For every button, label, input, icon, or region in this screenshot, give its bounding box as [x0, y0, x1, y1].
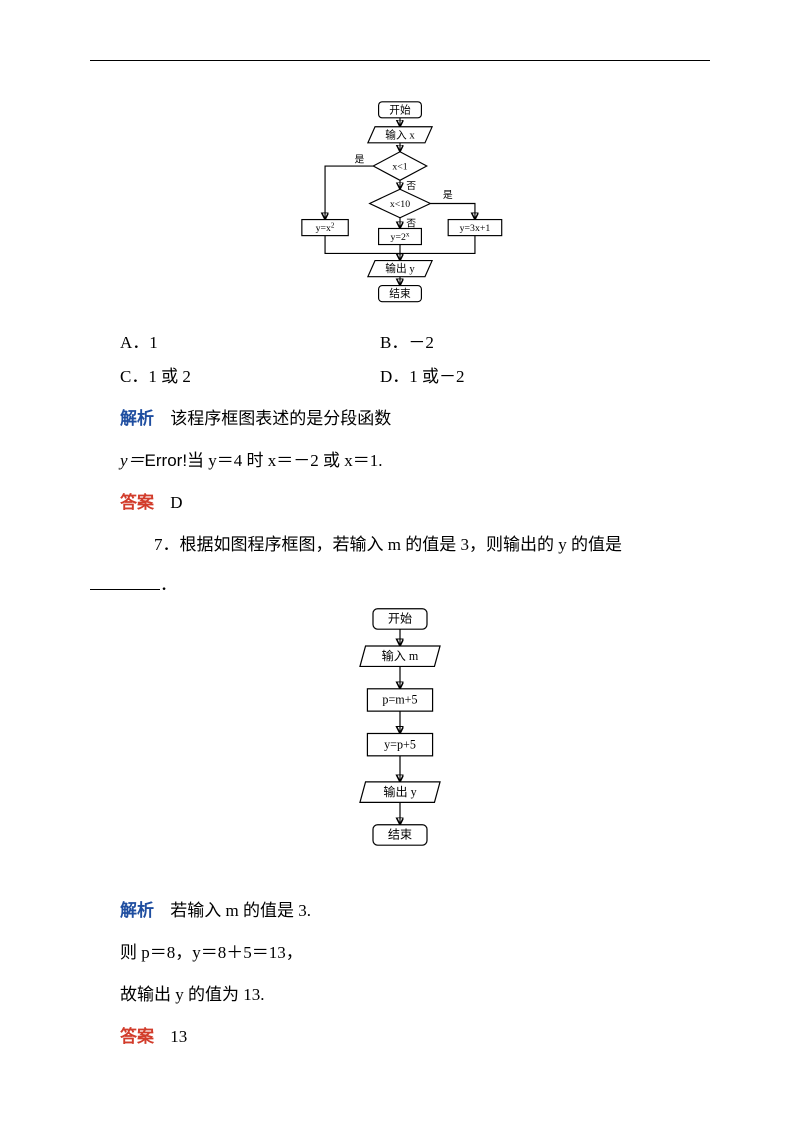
analysis-1-line1: 该程序框图表述的是分段函数: [170, 409, 391, 428]
fc1-cond2: x<10: [390, 199, 410, 210]
fc1-end: 结束: [389, 287, 411, 300]
answer-2-value: 13: [170, 1027, 187, 1046]
answer-1: 答案 D: [120, 486, 710, 520]
analysis-label: 解析: [120, 409, 154, 428]
fc2-step1: p=m+5: [382, 693, 417, 707]
analysis-label-2: 解析: [120, 901, 154, 920]
option-D: D．1 或－2: [380, 360, 465, 394]
answer-label: 答案: [120, 493, 154, 512]
fc1-cond1-no: 否: [406, 180, 416, 192]
fill-blank: [90, 589, 160, 590]
option-B: B．－2: [380, 326, 434, 360]
figure-2: 开始 输入 m p=m+5 y=p+5 输出 y 结束: [90, 605, 710, 880]
answer-2: 答案 13: [120, 1020, 710, 1054]
analysis-1-line2: y＝Error!当 y＝4 时 x＝－2 或 x＝1.: [120, 444, 710, 478]
option-A: A．1: [120, 326, 380, 360]
fc1-cond1-yes: 是: [355, 153, 365, 165]
answer-label-2: 答案: [120, 1027, 154, 1046]
fc2-input: 输入 m: [382, 648, 419, 663]
analysis-2-line3: 故输出 y 的值为 13.: [120, 978, 710, 1012]
fc1-input: 输入 x: [385, 128, 415, 141]
fc2-step2: y=p+5: [384, 737, 416, 751]
analysis-2: 解析 若输入 m 的值是 3.: [120, 894, 710, 928]
answer-1-value: D: [170, 493, 182, 512]
fc1-assignR: y=3x+1: [460, 223, 491, 234]
option-C: C．1 或 2: [120, 360, 380, 394]
analysis-1: 解析 该程序框图表述的是分段函数: [120, 402, 710, 436]
fc1-cond2-yes: 是: [443, 189, 453, 201]
fc2-output: 输出 y: [383, 784, 416, 799]
analysis-2-line2: 则 p＝8，y＝8＋5＝13，: [120, 936, 710, 970]
fc2-start: 开始: [388, 612, 412, 626]
options: A．1 B．－2 C．1 或 2 D．1 或－2: [120, 326, 710, 394]
fc1-cond2-no: 否: [406, 218, 416, 230]
question-7: 7．根据如图程序框图，若输入 m 的值是 3，则输出的 y 的值是: [120, 528, 710, 562]
fc1-output: 输出 y: [385, 262, 415, 275]
fc1-cond1: x<1: [392, 162, 407, 173]
fc1-start: 开始: [389, 103, 411, 116]
fc2-end: 结束: [388, 828, 412, 842]
figure-1: 开始 输入 x x<1 是 否 x<10 是 否: [90, 100, 710, 312]
analysis-2-line1: 若输入 m 的值是 3.: [170, 901, 311, 920]
top-rule: [90, 60, 710, 61]
